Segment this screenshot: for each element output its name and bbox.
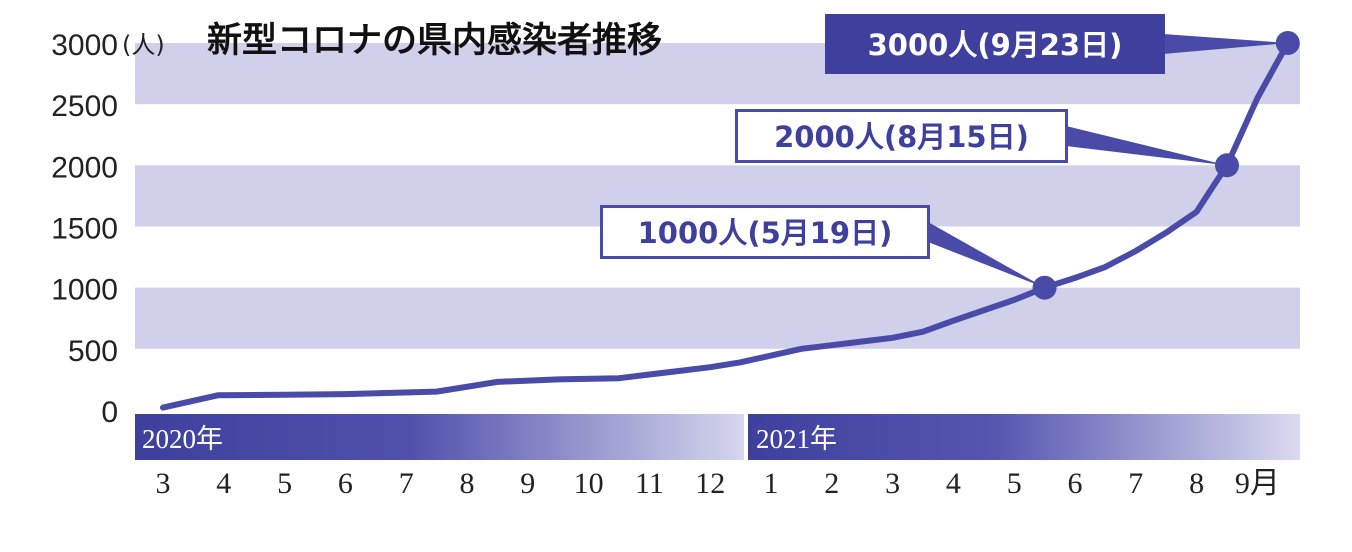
data-point	[922, 331, 924, 333]
annotation-pointer	[928, 222, 1045, 288]
data-point	[740, 361, 742, 363]
data-point	[892, 337, 894, 339]
annotation-marker	[1032, 275, 1057, 300]
x-tick-label: 7	[1128, 467, 1143, 500]
data-point	[344, 393, 346, 395]
year-label-2021: 2021年	[756, 424, 837, 454]
data-point	[618, 377, 620, 379]
x-tick-label: 4	[946, 467, 961, 500]
y-axis-unit: (人)	[122, 31, 165, 59]
y-tick-label: 2500	[51, 90, 118, 123]
series-cases	[160, 40, 1291, 411]
data-point	[648, 374, 650, 375]
annotation-2: 2000人(8月15日)	[735, 109, 1239, 178]
x-tick-label: 6	[338, 467, 353, 500]
y-tick-label: 1000	[51, 274, 118, 307]
data-point	[1104, 266, 1106, 268]
x-tick-label: 4	[216, 467, 231, 500]
y-tick-label: 0	[101, 396, 118, 429]
x-tick-label: 10	[574, 467, 604, 500]
data-point	[284, 394, 286, 396]
x-tick-label: 7	[399, 467, 414, 500]
annotations: 1000人(5月19日) 2000人(8月15日) 3000人(9月23日)	[600, 14, 1300, 300]
data-point	[1256, 97, 1258, 99]
x-tick-label: 5	[277, 467, 292, 500]
x-tick-label: 2	[824, 467, 839, 500]
y-tick-label: 500	[68, 335, 118, 368]
data-point	[831, 344, 833, 346]
chart-title: 新型コロナの県内感染者推移	[207, 21, 662, 61]
data-point	[1135, 250, 1137, 252]
annotation-box	[735, 109, 1068, 163]
y-axis: 0 500 1000 1500 2000 2500 3000	[51, 29, 118, 429]
x-tick-label: 1	[764, 467, 779, 500]
data-point	[162, 407, 164, 409]
x-tick-label: 9月	[1235, 467, 1280, 500]
grid-bands	[135, 43, 1300, 349]
annotation-box	[825, 14, 1165, 74]
annotation-label: 1000人(5月19日)	[638, 216, 893, 250]
y-tick-label: 1500	[51, 213, 118, 246]
x-tick-label: 11	[635, 467, 664, 500]
data-point	[217, 394, 219, 396]
annotation-marker	[1215, 153, 1239, 178]
data-point	[436, 391, 438, 393]
x-tick-label: 3	[885, 467, 900, 500]
annotation-label: 3000人(9月23日)	[868, 28, 1123, 62]
year-label-2020: 2020年	[142, 424, 223, 454]
annotation-label: 2000人(8月15日)	[774, 120, 1029, 154]
year-bar-2020	[135, 414, 744, 460]
annotation-1: 1000人(5月19日)	[600, 205, 1057, 300]
data-point	[1074, 277, 1076, 279]
annotation-pointer	[1163, 34, 1288, 54]
data-point	[496, 381, 498, 383]
x-tick-label: 8	[460, 467, 475, 500]
data-point	[1196, 211, 1198, 213]
x-tick-label: 9	[520, 467, 535, 500]
data-point	[1013, 299, 1015, 301]
x-tick-label: 8	[1189, 467, 1204, 500]
data-point	[861, 341, 863, 342]
data-point	[557, 378, 559, 380]
x-tick-label: 5	[1007, 467, 1022, 500]
year-bar-2021	[748, 414, 1300, 460]
x-tick-label: 3	[156, 467, 171, 500]
annotation-marker	[1275, 31, 1300, 55]
x-axis: 3 4 5 6 7 8 9 10 11 12 1 2 3 4 5 6 7 8 9月	[156, 467, 1280, 500]
grid-band	[135, 287, 1300, 349]
data-point	[679, 370, 681, 372]
data-point	[1165, 232, 1167, 234]
annotation-3: 3000人(9月23日)	[825, 14, 1300, 74]
annotation-box	[600, 205, 930, 259]
x-tick-label: 6	[1068, 467, 1083, 500]
annotation-pointer	[1066, 126, 1227, 166]
y-tick-label: 3000	[51, 29, 118, 62]
x-tick-label: 12	[695, 467, 725, 500]
data-point	[1214, 183, 1216, 185]
data-point	[709, 366, 711, 368]
y-tick-label: 2000	[51, 151, 118, 184]
year-bars: 2020年 2021年	[135, 414, 1300, 460]
data-point	[800, 348, 802, 350]
data-point	[952, 320, 954, 322]
